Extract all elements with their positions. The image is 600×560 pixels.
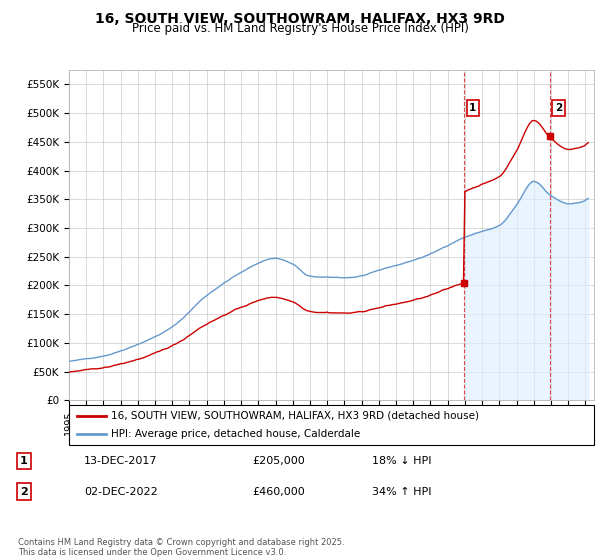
FancyBboxPatch shape (69, 405, 594, 445)
Text: £460,000: £460,000 (252, 487, 305, 497)
Text: £205,000: £205,000 (252, 456, 305, 466)
Text: 2: 2 (20, 487, 28, 497)
Text: Price paid vs. HM Land Registry's House Price Index (HPI): Price paid vs. HM Land Registry's House … (131, 22, 469, 35)
Text: 1: 1 (20, 456, 28, 466)
Text: 18% ↓ HPI: 18% ↓ HPI (372, 456, 431, 466)
Text: Contains HM Land Registry data © Crown copyright and database right 2025.
This d: Contains HM Land Registry data © Crown c… (18, 538, 344, 557)
Text: 34% ↑ HPI: 34% ↑ HPI (372, 487, 431, 497)
Text: 13-DEC-2017: 13-DEC-2017 (84, 456, 157, 466)
Text: 2: 2 (555, 103, 562, 113)
Text: 16, SOUTH VIEW, SOUTHOWRAM, HALIFAX, HX3 9RD (detached house): 16, SOUTH VIEW, SOUTHOWRAM, HALIFAX, HX3… (111, 411, 479, 421)
Text: 1: 1 (469, 103, 476, 113)
Text: HPI: Average price, detached house, Calderdale: HPI: Average price, detached house, Cald… (111, 430, 360, 439)
Text: 02-DEC-2022: 02-DEC-2022 (84, 487, 158, 497)
Text: 16, SOUTH VIEW, SOUTHOWRAM, HALIFAX, HX3 9RD: 16, SOUTH VIEW, SOUTHOWRAM, HALIFAX, HX3… (95, 12, 505, 26)
